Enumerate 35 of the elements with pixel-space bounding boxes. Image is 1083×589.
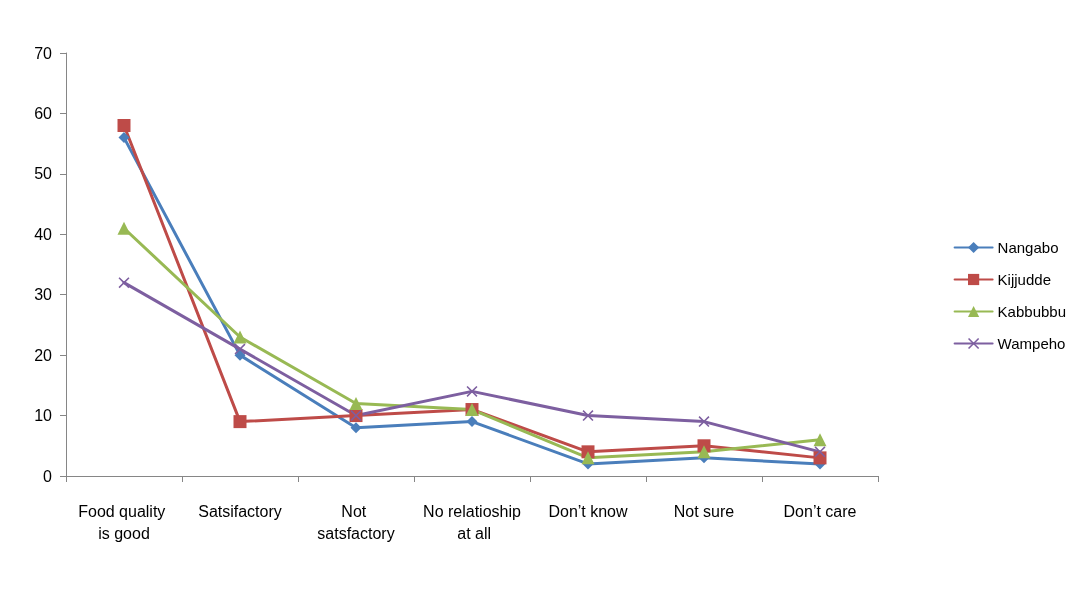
y-tick-label: 0 [43, 467, 53, 485]
point [813, 433, 827, 447]
point [466, 385, 478, 397]
point [814, 446, 826, 458]
point [118, 277, 130, 289]
point [117, 119, 131, 133]
point [118, 132, 130, 144]
y-tick-label: 10 [34, 407, 53, 425]
point [697, 445, 711, 459]
y-tick-label: 30 [34, 286, 53, 304]
y-tick-label: 70 [34, 44, 53, 62]
point [117, 221, 131, 235]
x-tick-label: Food quality is good [78, 502, 170, 542]
y-tick-label: 50 [34, 165, 53, 183]
point [582, 410, 594, 422]
point [234, 343, 246, 355]
point [698, 416, 710, 428]
legend-label: Kijjudde [997, 271, 1051, 288]
x-tick-label: Satsifactory [198, 502, 282, 520]
legend-label: Wampeho [997, 335, 1066, 352]
x-tick-label: Not sure [673, 502, 735, 520]
point [233, 415, 247, 429]
y-tick-label: 20 [34, 346, 53, 364]
x-tick-label: No relatioship at all [423, 502, 522, 542]
x-tick-label: Don’t care [783, 502, 857, 520]
legend-label: Kabbubbu [997, 303, 1067, 320]
point [581, 451, 595, 465]
y-tick-label: 40 [34, 225, 53, 243]
legend-label: Nangabo [997, 239, 1059, 256]
point [233, 330, 247, 344]
x-tick-label: Not satsfactory [317, 502, 395, 542]
point [466, 416, 478, 428]
x-tick-label: Don’t know [548, 502, 629, 520]
point [349, 396, 363, 410]
y-tick-label: 60 [34, 104, 53, 122]
